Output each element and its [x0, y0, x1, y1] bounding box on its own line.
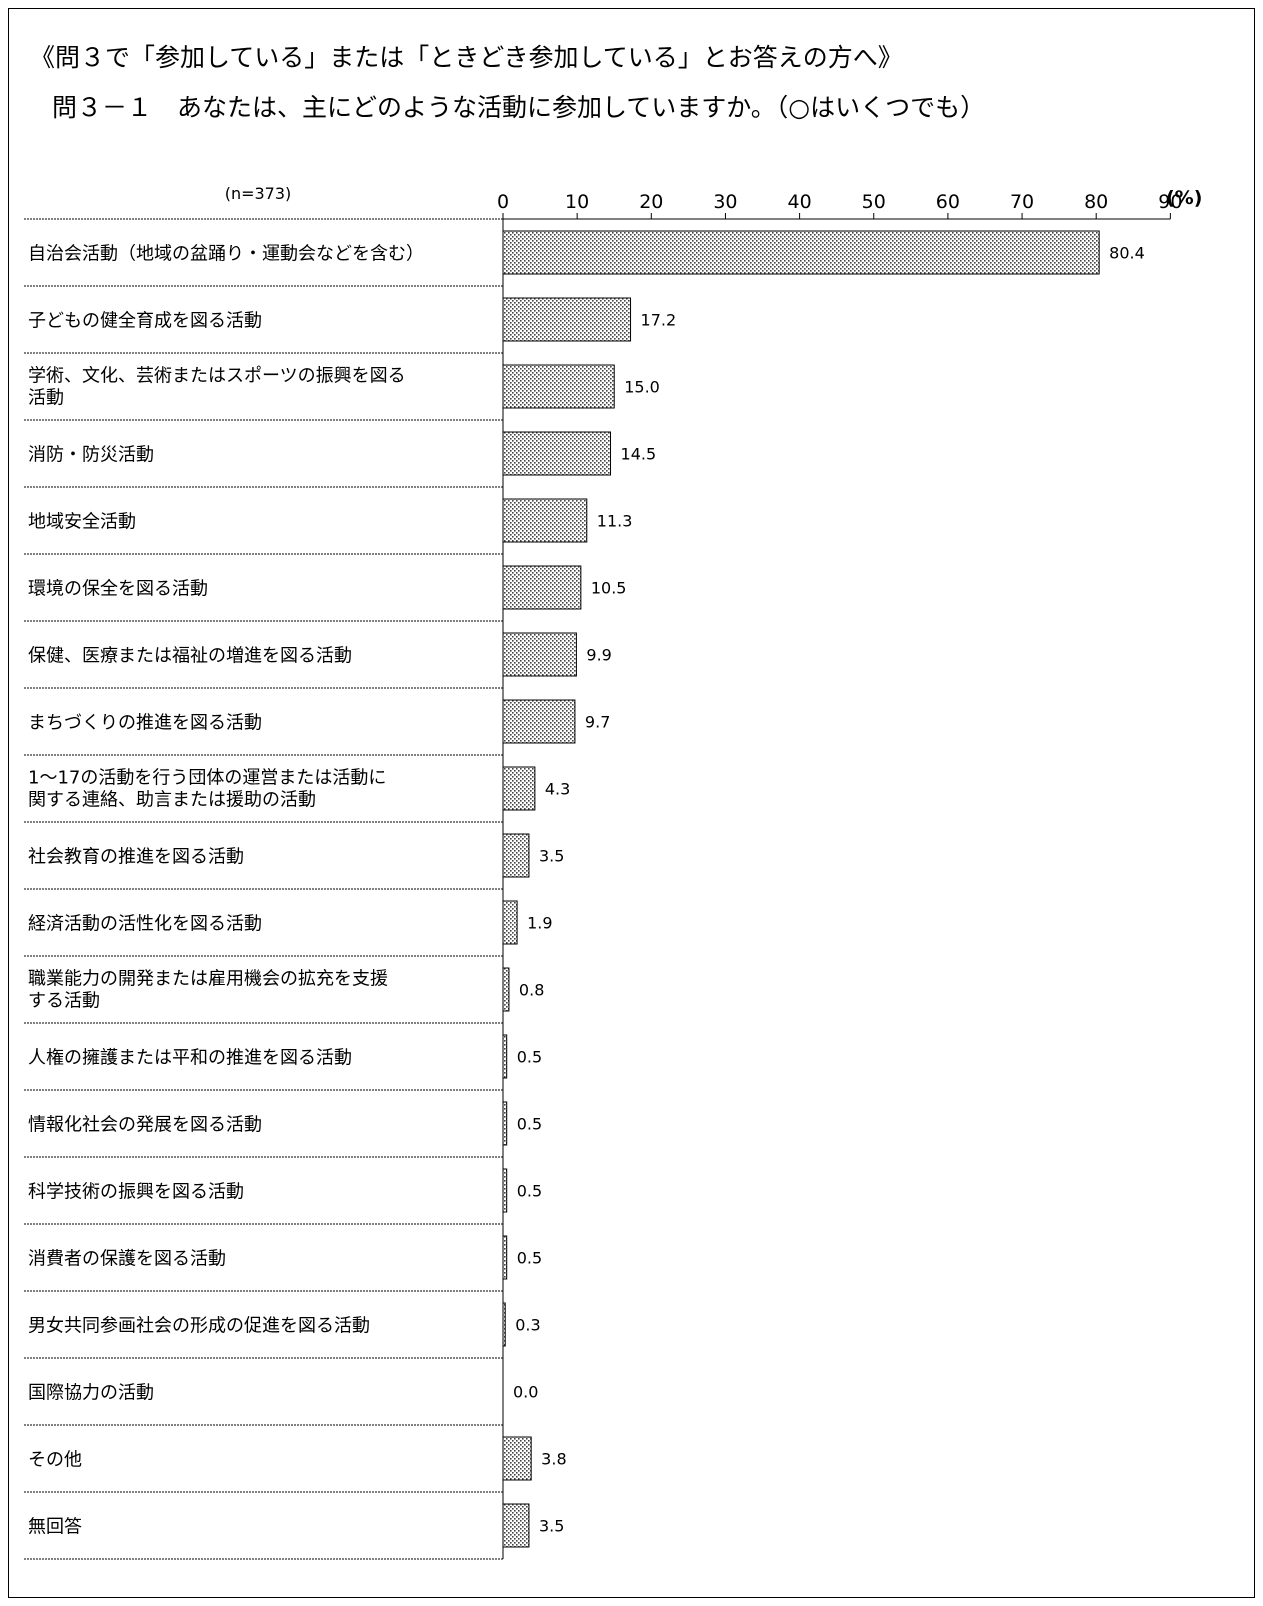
- category-label: 無回答: [28, 1517, 82, 1538]
- bar-row: 人権の擁護または平和の推進を図る活動 0.5: [24, 1034, 542, 1091]
- bar: [502, 900, 518, 945]
- category-label: 子どもの健全育成を図る活動: [28, 311, 262, 332]
- bar: [502, 498, 588, 543]
- x-tick-label: 20: [639, 191, 663, 213]
- bar-row: 子どもの健全育成を図る活動 17.2: [24, 297, 677, 354]
- bar: [502, 967, 510, 1012]
- value-label: 14.5: [621, 445, 657, 464]
- value-label: 1.9: [527, 914, 552, 933]
- x-tick-label: 70: [1010, 191, 1034, 213]
- category-label: 環境の保全を図る活動: [28, 579, 208, 600]
- bar-row: 職業能力の開発または雇用機会の拡充を支援する活動 0.8: [24, 967, 544, 1024]
- value-label: 0.8: [519, 981, 544, 1000]
- unit-label: (%): [1166, 187, 1202, 209]
- value-label: 3.5: [539, 847, 564, 866]
- value-label: 10.5: [591, 579, 627, 598]
- x-tick-label: 40: [788, 191, 812, 213]
- value-label: 17.2: [641, 311, 677, 330]
- x-tick-label: 10: [565, 191, 589, 213]
- x-tick-label: 60: [936, 191, 960, 213]
- value-label: 9.9: [586, 646, 611, 665]
- bar-row: 自治会活動（地域の盆踊り・運動会などを含む） 80.4: [24, 230, 1145, 287]
- value-label: 3.5: [539, 1517, 564, 1536]
- bar: [502, 230, 1100, 275]
- value-label: 0.5: [517, 1048, 542, 1067]
- value-label: 0.5: [517, 1115, 542, 1134]
- bar: [502, 632, 577, 677]
- value-label: 4.3: [545, 780, 570, 799]
- bar: [502, 364, 615, 409]
- category-label: 自治会活動（地域の盆踊り・運動会などを含む）: [28, 244, 424, 265]
- bar-row: 地域安全活動 11.3: [24, 498, 633, 555]
- category-label: 1～17の活動を行う団体の運営または活動に関する連絡、助言または援助の活動: [28, 768, 386, 811]
- bar-row: 経済活動の活性化を図る活動 1.9: [24, 900, 553, 957]
- bar-row: 科学技術の振興を図る活動 0.5: [24, 1168, 542, 1225]
- bar: [502, 1302, 506, 1347]
- bar-row: 社会教育の推進を図る活動 3.5: [24, 833, 564, 890]
- bar-row: 保健、医療または福祉の増進を図る活動 9.9: [24, 632, 612, 689]
- category-label: 消防・防災活動: [28, 445, 154, 466]
- bar: [502, 297, 632, 342]
- x-tick-label: 30: [713, 191, 737, 213]
- category-label: 人権の擁護または平和の推進を図る活動: [28, 1048, 352, 1069]
- figure-frame: [8, 8, 1255, 1598]
- x-tick-label: 50: [862, 191, 886, 213]
- bar: [502, 766, 536, 811]
- bar-row: 消費者の保護を図る活動 0.5: [24, 1235, 542, 1292]
- question-text: 問３－１ あなたは、主にどのような活動に参加していますか。（○はいくつでも）: [52, 93, 986, 122]
- category-label: 地域安全活動: [28, 512, 136, 533]
- bar: [502, 1503, 530, 1548]
- x-tick-label: 90: [1158, 191, 1182, 213]
- category-label: 職業能力の開発または雇用機会の拡充を支援する活動: [28, 969, 388, 1012]
- bar-row: 男女共同参画社会の形成の促進を図る活動 0.3: [24, 1302, 541, 1359]
- bar-row: まちづくりの推進を図る活動 9.7: [24, 699, 610, 756]
- bar: [502, 699, 576, 744]
- value-label: 0.5: [517, 1249, 542, 1268]
- bar-row: 消防・防災活動 14.5: [24, 431, 657, 488]
- category-label: 男女共同参画社会の形成の促進を図る活動: [28, 1316, 370, 1337]
- bar-row: 学術、文化、芸術またはスポーツの振興を図る活動 15.0: [24, 364, 660, 421]
- bar: [502, 1235, 508, 1280]
- bar-row: 環境の保全を図る活動 10.5: [24, 565, 627, 622]
- bar-row: 1～17の活動を行う団体の運営または活動に関する連絡、助言または援助の活動 4.3: [24, 766, 570, 823]
- value-label: 0.3: [515, 1316, 540, 1335]
- bar: [502, 431, 612, 476]
- question-heading: 《問３で「参加している」または「ときどき参加している」とお答えの方へ》: [30, 43, 903, 72]
- category-label: 保健、医療または福祉の増進を図る活動: [28, 646, 352, 667]
- value-label: 80.4: [1109, 244, 1145, 263]
- bar: [502, 1436, 532, 1481]
- value-label: 0.0: [513, 1383, 538, 1402]
- bar-row: 無回答 3.5: [24, 1503, 564, 1560]
- value-label: 9.7: [585, 713, 610, 732]
- category-label: まちづくりの推進を図る活動: [28, 713, 262, 734]
- category-label: 経済活動の活性化を図る活動: [28, 914, 262, 935]
- bar: [502, 1034, 508, 1079]
- bar-row: その他 3.8: [24, 1436, 567, 1493]
- value-label: 3.8: [541, 1450, 566, 1469]
- category-label: 学術、文化、芸術またはスポーツの振興を図る活動: [28, 366, 406, 409]
- value-label: 11.3: [597, 512, 633, 531]
- value-label: 0.5: [517, 1182, 542, 1201]
- x-tick-label: 0: [497, 191, 509, 213]
- value-label: 15.0: [624, 378, 660, 397]
- bar: [502, 1101, 508, 1146]
- bar-row: 国際協力の活動 0.0: [24, 1383, 538, 1426]
- category-label: 国際協力の活動: [28, 1383, 154, 1404]
- bar: [502, 1168, 508, 1213]
- x-tick-label: 80: [1084, 191, 1108, 213]
- bar-row: 情報化社会の発展を図る活動 0.5: [24, 1101, 542, 1158]
- category-label: その他: [28, 1450, 82, 1471]
- category-label: 情報化社会の発展を図る活動: [28, 1115, 262, 1136]
- bar: [502, 833, 530, 878]
- bar: [502, 565, 582, 610]
- category-label: 科学技術の振興を図る活動: [28, 1182, 244, 1203]
- sample-size-label: (n=373): [225, 184, 292, 203]
- category-label: 社会教育の推進を図る活動: [28, 847, 244, 868]
- category-label: 消費者の保護を図る活動: [28, 1249, 226, 1270]
